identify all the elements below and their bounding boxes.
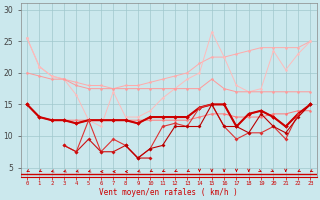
- X-axis label: Vent moyen/en rafales ( km/h ): Vent moyen/en rafales ( km/h ): [99, 188, 238, 197]
